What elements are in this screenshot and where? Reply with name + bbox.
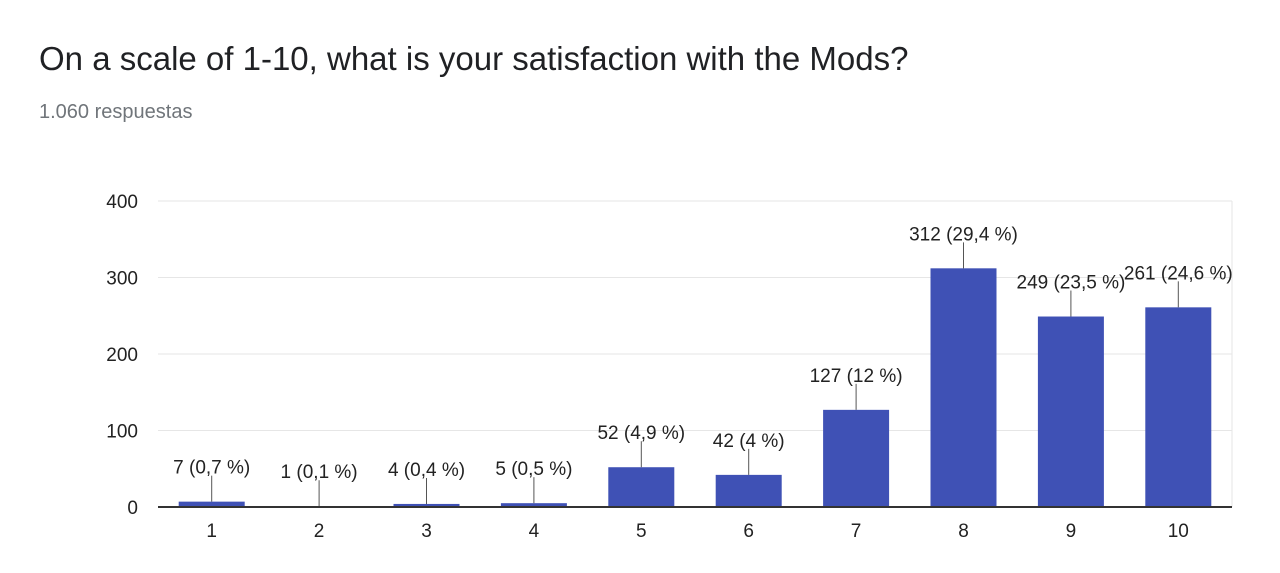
label-leaders [211, 242, 1179, 507]
chart-title: On a scale of 1-10, what is your satisfa… [39, 40, 909, 77]
x-tick-label: 8 [958, 521, 969, 542]
bar [823, 409, 890, 507]
response-count: 1.060 respuestas [39, 101, 193, 123]
bar [1145, 307, 1212, 507]
x-tick-label: 1 [206, 521, 217, 542]
x-tick-label: 3 [421, 521, 432, 542]
bars [178, 268, 1212, 507]
x-tick-label: 2 [314, 521, 325, 542]
data-label: 312 (29,4 %) [909, 224, 1018, 245]
x-tick-label: 5 [636, 521, 647, 542]
bar [1037, 316, 1104, 507]
bar [608, 467, 675, 507]
data-label: 7 (0,7 %) [173, 458, 250, 479]
x-tick-label: 9 [1066, 521, 1077, 542]
bar [930, 268, 997, 507]
bar [393, 503, 460, 507]
data-label: 5 (0,5 %) [495, 459, 572, 480]
data-label: 4 (0,4 %) [388, 460, 465, 481]
bar [715, 474, 782, 507]
data-label: 261 (24,6 %) [1124, 263, 1233, 284]
data-label: 52 (4,9 %) [597, 423, 685, 444]
y-tick-label: 300 [106, 269, 138, 290]
data-label: 249 (23,5 %) [1017, 273, 1126, 294]
x-tick-label: 6 [743, 521, 754, 542]
x-axis-ticks: 1 2 3 4 5 6 7 8 9 10 [206, 521, 1188, 542]
y-tick-label: 400 [106, 192, 138, 213]
x-tick-label: 7 [851, 521, 862, 542]
x-tick-label: 10 [1168, 521, 1189, 542]
y-axis-ticks: 0 100 200 300 400 [106, 192, 138, 519]
data-label: 127 (12 %) [810, 366, 903, 387]
data-label: 42 (4 %) [713, 431, 785, 452]
data-label: 1 (0,1 %) [281, 462, 358, 483]
bar [178, 501, 245, 507]
y-tick-label: 0 [127, 498, 138, 519]
bar [500, 503, 567, 507]
y-tick-label: 100 [106, 422, 138, 443]
x-tick-label: 4 [529, 521, 540, 542]
data-labels: 7 (0,7 %) 1 (0,1 %) 4 (0,4 %) 5 (0,5 %) 52 (… [173, 224, 1233, 483]
y-tick-label: 200 [106, 345, 138, 366]
